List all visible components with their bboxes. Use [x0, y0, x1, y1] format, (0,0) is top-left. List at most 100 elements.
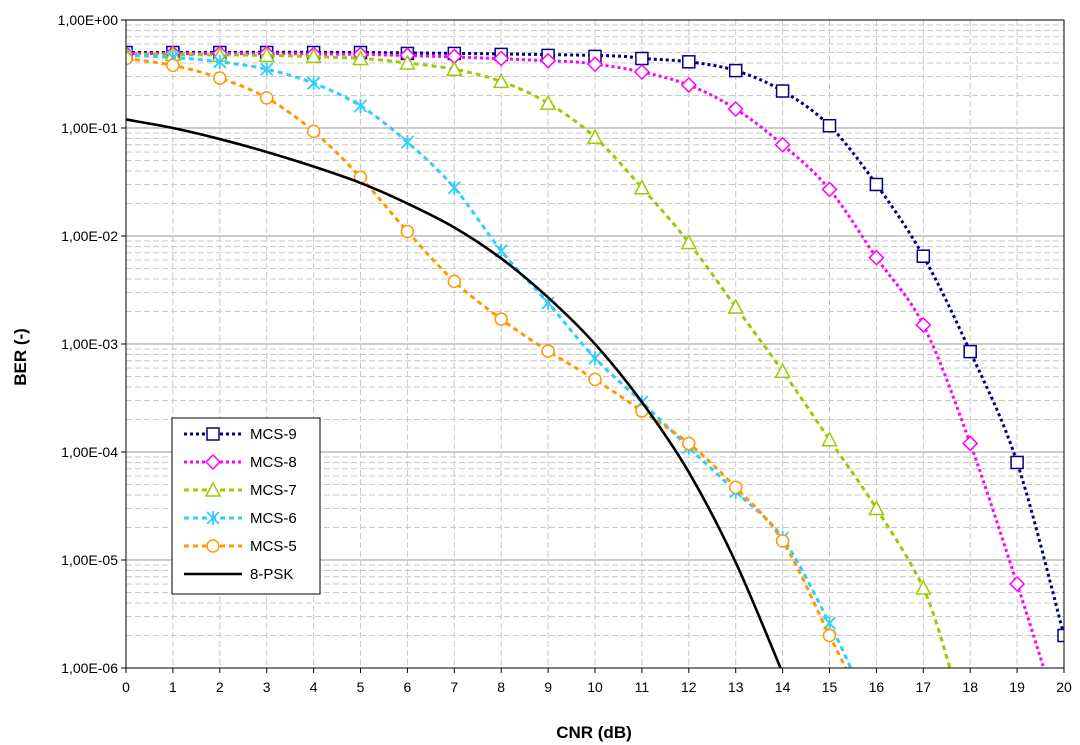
data-point-mcs-8	[540, 52, 557, 69]
data-point-mcs-8	[727, 100, 744, 118]
x-tick-label: 20	[1056, 679, 1072, 695]
legend-box	[171, 417, 321, 595]
data-point-mcs-9	[869, 177, 884, 192]
legend-item-mcs-7: MCS-7	[184, 481, 297, 499]
data-point-mcs-8	[680, 76, 697, 94]
legend-label: MCS-5	[250, 538, 297, 555]
y-tick-label: 1,00E-05	[61, 552, 118, 568]
data-point-mcs-6	[588, 351, 602, 366]
x-tick-label: 2	[216, 679, 224, 695]
x-tick-label: 13	[728, 679, 744, 695]
data-point-mcs-5	[306, 124, 321, 139]
data-point-mcs-6	[353, 98, 368, 113]
data-point-mcs-5	[682, 436, 696, 451]
data-point-mcs-9	[1010, 455, 1024, 470]
legend-marker	[206, 511, 220, 525]
series-line-mcs-6	[126, 53, 853, 668]
data-point-mcs-8	[821, 181, 838, 198]
legend-label: MCS-6	[250, 510, 297, 527]
data-point-mcs-7	[399, 54, 416, 70]
data-point-mcs-5	[541, 344, 555, 358]
data-point-mcs-9	[963, 344, 977, 359]
legend-item-8-psk: 8-PSK	[184, 566, 293, 583]
data-point-mcs-5	[126, 51, 133, 66]
x-tick-label: 4	[310, 679, 318, 695]
data-point-mcs-7	[727, 298, 744, 314]
x-tick-label: 9	[544, 679, 552, 695]
y-axis-title: BER (-)	[11, 328, 30, 386]
x-tick-label: 16	[869, 679, 885, 695]
legend-item-mcs-9: MCS-9	[184, 426, 297, 443]
data-point-mcs-5	[728, 480, 743, 495]
x-tick-label: 17	[916, 679, 932, 695]
data-point-mcs-6	[400, 135, 415, 150]
data-point-mcs-8	[915, 316, 932, 334]
y-tick-label: 1,00E-03	[61, 336, 118, 352]
data-point-mcs-7	[586, 128, 604, 145]
x-tick-label: 12	[681, 679, 697, 695]
data-point-mcs-5	[588, 372, 602, 387]
data-point-mcs-6	[213, 54, 227, 69]
data-point-mcs-7	[821, 431, 838, 447]
legend-label: MCS-8	[250, 454, 297, 471]
x-tick-label: 1	[169, 679, 177, 695]
x-tick-label: 10	[587, 679, 603, 695]
data-point-mcs-7	[492, 72, 510, 89]
x-tick-label: 19	[1009, 679, 1025, 695]
legend-marker	[206, 427, 220, 441]
x-tick-label: 6	[404, 679, 412, 695]
data-point-mcs-8	[493, 50, 510, 67]
data-point-mcs-9	[728, 63, 743, 78]
data-point-mcs-5	[447, 274, 462, 289]
series-8-psk	[126, 118, 782, 668]
data-point-mcs-8	[774, 136, 791, 153]
data-point-mcs-8	[586, 56, 604, 73]
legend-label: 8-PSK	[250, 566, 293, 583]
data-point-mcs-9	[822, 118, 837, 133]
series-layer	[126, 45, 1064, 668]
data-point-mcs-5	[259, 91, 274, 105]
y-tick-label: 1,00E-02	[61, 228, 118, 244]
data-point-mcs-9	[682, 55, 696, 69]
data-point-mcs-5	[775, 534, 790, 548]
data-point-mcs-9	[916, 249, 931, 263]
data-point-mcs-7	[352, 49, 369, 66]
series-line-8-psk	[126, 118, 782, 668]
data-point-mcs-7	[774, 362, 791, 378]
data-point-mcs-7	[915, 579, 932, 595]
data-point-mcs-9	[635, 51, 649, 66]
x-tick-label: 5	[357, 679, 365, 695]
data-point-mcs-5	[822, 628, 837, 643]
tick-labels: 0 1 2 3 4 5 6 7 8 9 10 11 12 13 14 15 16 17 18 19 201,00E+00…	[58, 12, 1072, 695]
x-tick-label: 14	[775, 679, 791, 695]
x-axis-title: CNR (dB)	[556, 723, 632, 742]
data-point-mcs-9	[1057, 628, 1064, 643]
data-point-mcs-7	[258, 46, 275, 63]
legend-label: MCS-7	[250, 482, 297, 499]
x-tick-label: 15	[822, 679, 838, 695]
legend-item-mcs-6: MCS-6	[184, 510, 297, 527]
data-point-mcs-5	[400, 224, 415, 239]
x-tick-label: 8	[497, 679, 505, 695]
series-mcs-5	[126, 51, 848, 668]
data-point-mcs-7	[446, 60, 463, 76]
x-tick-label: 0	[122, 679, 130, 695]
x-tick-label: 7	[450, 679, 458, 695]
data-point-mcs-7	[680, 233, 698, 250]
data-point-mcs-5	[166, 58, 180, 73]
legend-marker	[204, 453, 222, 471]
legend-label: MCS-9	[250, 426, 297, 443]
data-point-mcs-7	[539, 94, 557, 110]
legend-marker	[206, 539, 220, 553]
y-tick-label: 1,00E+00	[58, 12, 119, 28]
legend-item-mcs-5: MCS-5	[184, 538, 297, 555]
y-tick-label: 1,00E-04	[61, 444, 118, 460]
series-line-mcs-7	[126, 52, 952, 668]
data-point-mcs-7	[305, 47, 322, 64]
data-point-mcs-7	[868, 499, 885, 516]
data-point-mcs-6	[260, 62, 274, 77]
y-tick-label: 1,00E-06	[61, 660, 118, 676]
legend-marker	[204, 481, 222, 497]
